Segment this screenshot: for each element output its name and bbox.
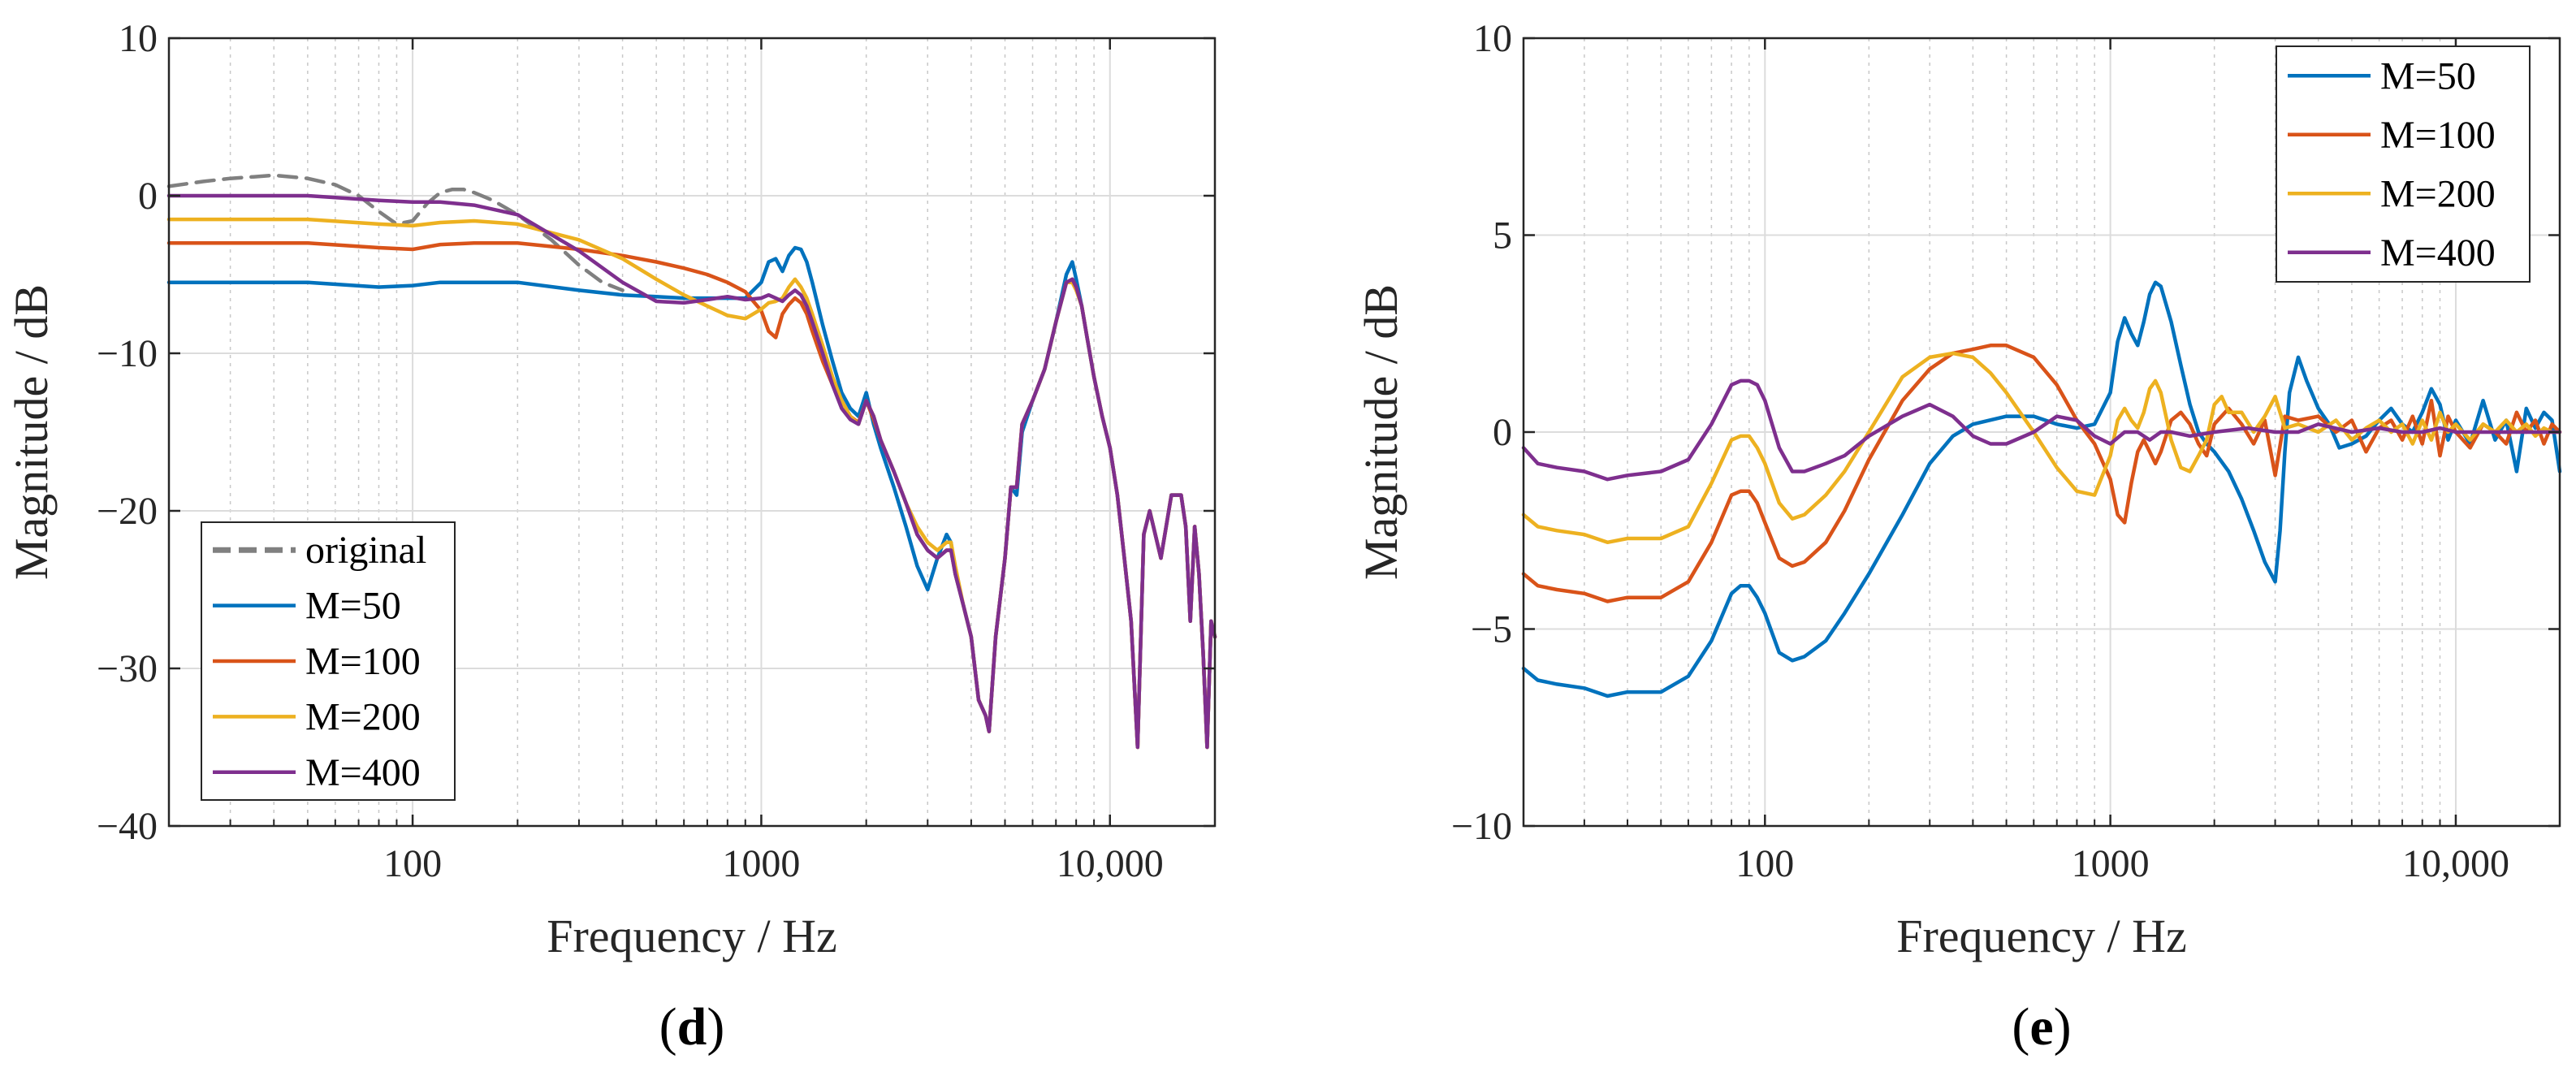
axes-frame — [167, 37, 1217, 828]
ticks — [1524, 37, 2560, 828]
y-tick-label: 0 — [138, 175, 158, 218]
legend-label: M=200 — [305, 695, 421, 738]
series-line-m-50 — [1521, 280, 2562, 698]
legend-label: M=400 — [305, 751, 421, 794]
panel-label-letter: d — [677, 997, 707, 1057]
y-tick-label: 5 — [1493, 214, 1512, 257]
chart-d: 100 1000 10,000 −40 −30 −20 −10 0 10 Frequency / … — [5, 17, 1217, 1057]
series-line-m-200 — [1521, 351, 2562, 545]
legend: original M=50 M=100 M=200 M=400 — [201, 521, 456, 801]
x-tick-label: 10,000 — [1057, 842, 1164, 885]
x-tick-label: 10,000 — [2402, 842, 2509, 885]
y-tick-label: −5 — [1471, 608, 1512, 651]
legend-label: M=200 — [2380, 172, 2496, 215]
legend-label: M=50 — [2380, 54, 2476, 97]
y-axis-label: Magnitude / dB — [5, 284, 58, 580]
series-group — [166, 173, 1217, 750]
chart-e: 100 1000 10,000 −10 −5 0 5 10 Frequency / Hz Magn… — [1355, 17, 2562, 1057]
y-tick-label: 10 — [119, 17, 158, 60]
series-line-m-100 — [1521, 344, 2562, 603]
legend-label: M=50 — [305, 585, 401, 628]
panel-label-paren: ) — [707, 997, 724, 1057]
legend-label: M=400 — [2380, 231, 2496, 275]
series-group — [1521, 280, 2562, 698]
series-line-m-400 — [1521, 378, 2562, 482]
legend: M=50 M=100 M=200 M=400 — [2276, 45, 2531, 283]
panel-label-paren: ( — [2012, 997, 2029, 1057]
x-axis-label: Frequency / Hz — [547, 910, 837, 962]
legend-label: M=100 — [305, 640, 421, 683]
x-axis-label: Frequency / Hz — [1896, 910, 2187, 962]
y-tick-label: −20 — [97, 490, 158, 533]
x-tick-label: 1000 — [2072, 842, 2150, 885]
ticks — [169, 37, 1215, 828]
legend-label: M=100 — [2380, 114, 2496, 157]
y-tick-label: −10 — [97, 332, 158, 375]
y-tick-label: 10 — [1473, 17, 1512, 60]
x-tick-label: 1000 — [722, 842, 800, 885]
panel-label-letter: e — [2029, 997, 2053, 1057]
y-tick-label: −30 — [97, 647, 158, 690]
y-axis-label: Magnitude / dB — [1355, 284, 1407, 580]
series-line-m-400 — [166, 193, 1217, 750]
legend-box — [2276, 45, 2531, 283]
panel-label-paren: ) — [2054, 997, 2072, 1057]
y-tick-label: −40 — [97, 805, 158, 848]
panel-label-paren: ( — [659, 997, 677, 1057]
panel-label: (d) — [659, 997, 725, 1057]
x-tick-label: 100 — [383, 842, 442, 885]
y-tick-label: −10 — [1451, 805, 1512, 848]
y-tick-label: 0 — [1493, 411, 1512, 454]
legend-label: original — [305, 529, 426, 572]
x-tick-label: 100 — [1735, 842, 1794, 885]
panel-label: (e) — [2012, 997, 2071, 1057]
